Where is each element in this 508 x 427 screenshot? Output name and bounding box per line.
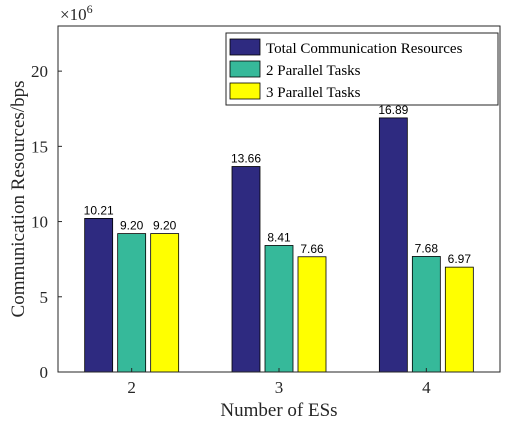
y-multiplier: ×106 — [60, 2, 93, 24]
bar-2-series-2 — [117, 233, 147, 373]
legend-box — [225, 32, 499, 106]
y-multiplier-exponent: 6 — [87, 2, 93, 16]
y-tick-label-0: 0 — [40, 363, 49, 382]
plot-frame — [57, 25, 501, 373]
data-label-3-series-1: 13.66 — [231, 152, 261, 166]
legend-label-series-3: 3 Parallel Tasks — [266, 85, 361, 101]
bar-2-series-3 — [150, 233, 180, 373]
data-label-2-series-2: 9.20 — [120, 219, 144, 233]
y-tick-label-15: 15 — [31, 137, 48, 156]
data-label-2-series-1: 10.21 — [84, 203, 114, 217]
data-labels-group: 10.21 9.20 9.20 13.66 8.41 7.66 16.89 7.68 6.97 — [84, 103, 472, 266]
x-tick-label-4: 4 — [422, 378, 431, 397]
bar-3-series-3 — [297, 256, 327, 373]
x-tick-label-3: 3 — [275, 378, 284, 397]
legend-swatch-series-1 — [229, 38, 261, 56]
bar-3-series-2 — [264, 245, 294, 373]
bar-2-series-1 — [84, 218, 114, 373]
y-tick-label-10: 10 — [31, 213, 48, 232]
data-label-2-series-3: 9.20 — [153, 219, 177, 233]
bar-4-series-3 — [444, 266, 474, 373]
legend-swatch-series-2 — [229, 60, 261, 78]
y-axis-ticks: 0 5 10 15 20 — [31, 62, 62, 382]
data-label-4-series-1: 16.89 — [378, 103, 408, 117]
legend-label-series-1: Total Communication Resources — [266, 41, 463, 57]
y-multiplier-base: ×10 — [60, 5, 87, 24]
data-label-3-series-2: 8.41 — [267, 230, 291, 244]
x-axis-ticks: 2 3 4 — [127, 368, 431, 397]
x-axis-title: Number of ESs — [220, 400, 337, 421]
legend: Total Communication Resources 2 Parallel … — [225, 32, 499, 106]
bar-3-series-1 — [231, 166, 261, 373]
legend-label-series-2: 2 Parallel Tasks — [266, 63, 361, 79]
y-tick-label-20: 20 — [31, 62, 48, 81]
bars-group — [84, 117, 474, 373]
data-label-4-series-3: 6.97 — [448, 252, 472, 266]
legend-swatch-series-3 — [229, 82, 261, 100]
y-axis-title: Communication Resources/bps — [8, 81, 29, 318]
y-tick-label-5: 5 — [40, 288, 49, 307]
bar-4-series-2 — [411, 256, 441, 373]
x-tick-label-2: 2 — [127, 378, 136, 397]
data-label-4-series-2: 7.68 — [415, 241, 439, 255]
data-label-3-series-3: 7.66 — [300, 242, 324, 256]
bar-4-series-1 — [378, 117, 408, 373]
